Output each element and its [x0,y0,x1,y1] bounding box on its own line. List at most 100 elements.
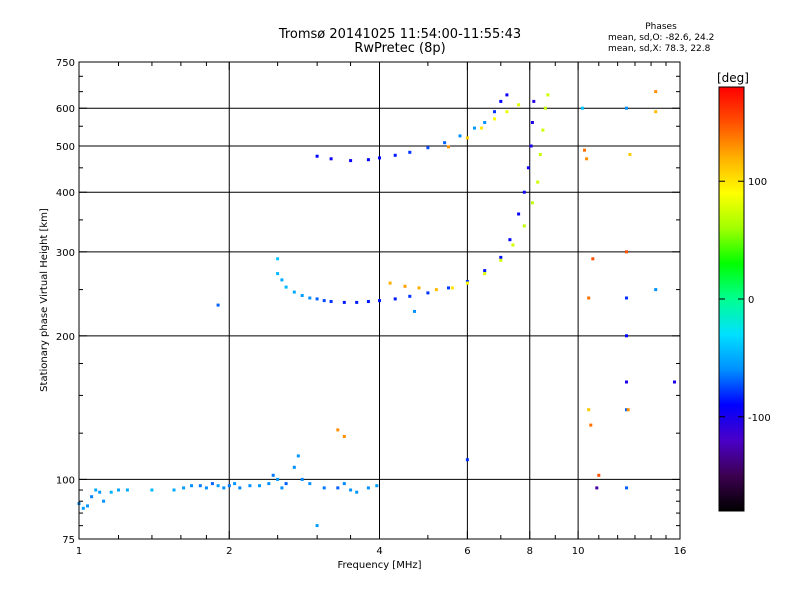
echo-point [98,490,102,494]
echo-point [499,258,503,262]
echo-point [532,99,536,103]
echo-point [355,300,359,304]
x-tick-label: 10 [572,546,585,557]
colorbar: [deg] 100 0 -100 [717,71,771,512]
echo-point [585,157,589,161]
y-tick-label: 500 [56,142,75,153]
echo-point [342,435,346,438]
echo-point [86,504,89,508]
echo-point [216,303,220,307]
echo-point [125,488,129,492]
echo-point [109,490,113,494]
echo-point [654,90,658,94]
echo-point [426,291,430,295]
phases-heading: Phases [645,22,677,32]
echo-point [190,484,193,488]
grid-lines [79,62,680,539]
echo-point [172,488,176,492]
echo-point [393,153,397,157]
echo-point [505,93,509,97]
echo-point [182,486,186,490]
echo-point [216,484,220,488]
echo-point [447,145,450,149]
echo-point [628,153,632,156]
echo-point [479,126,483,130]
echo-point [378,156,381,160]
echo-point [342,300,346,304]
echo-point [458,134,462,138]
y-axis-label: Stationary phase Virtual Height [km] [39,208,50,392]
echo-point [465,281,469,285]
echo-point [393,297,397,301]
echo-point [408,294,412,298]
echo-point [355,490,359,494]
echo-point [465,136,469,140]
echo-point [336,486,340,490]
echo-point [210,482,214,486]
echo-point [511,243,515,247]
echo-point [625,408,628,412]
echo-point [276,257,280,261]
phase-stat-x: mean, sd,X: 78.3, 22.8 [608,44,711,54]
echo-point [315,524,319,528]
echo-point [329,157,333,161]
echo-point [296,454,300,458]
axis-ticks: 1 2 4 6 8 10 16 75 100 200 300 400 500 600 750 [56,58,686,557]
echo-point [529,144,533,148]
echo-point [522,224,526,228]
echo-point [378,299,381,303]
echo-point [227,484,231,488]
echo-point [673,380,676,384]
echo-point [90,495,94,499]
colorbar-label: [deg] [717,71,749,85]
echo-point [408,150,412,154]
echo-point [447,286,450,290]
echo-point [465,280,469,283]
echo-point [517,103,521,107]
echo-point [315,297,319,301]
echo-point [280,486,284,490]
echo-point [284,285,288,289]
x-tick-label: 8 [527,546,533,557]
x-tick-label: 1 [76,546,82,557]
echo-point [591,257,595,261]
echo-point [625,334,628,338]
echo-point [308,482,312,486]
echo-point [580,106,584,110]
echo-point [530,201,534,205]
colorbar-tick-label: -100 [748,413,771,424]
echo-point [375,484,379,488]
colorbar-tick-label: 100 [748,177,767,188]
echo-point [483,121,487,124]
echo-point [589,423,593,427]
echo-point [300,294,304,297]
echo-point [366,158,370,162]
echo-point [117,488,120,492]
echo-point [204,486,208,490]
echo-point [233,482,237,486]
echo-point [483,272,487,276]
echo-points [77,90,676,528]
echo-point [536,180,540,184]
echo-point [329,300,333,303]
echo-point [81,506,85,510]
echo-point [426,146,430,150]
echo-point [198,484,202,488]
echo-point [505,110,509,114]
x-tick-label: 2 [226,546,232,557]
echo-point [336,428,340,432]
echo-point [597,473,601,477]
echo-point [587,296,591,300]
chart-title: Tromsø 20141025 11:54:00-11:55:43 [278,27,522,42]
echo-point [413,309,416,313]
echo-point [292,465,296,469]
echo-point [625,486,628,490]
echo-point [443,141,447,145]
echo-point [493,110,496,114]
echo-point [530,121,534,124]
echo-point [508,238,512,242]
echo-point [308,296,312,300]
echo-point [292,290,296,294]
echo-point [625,296,628,300]
